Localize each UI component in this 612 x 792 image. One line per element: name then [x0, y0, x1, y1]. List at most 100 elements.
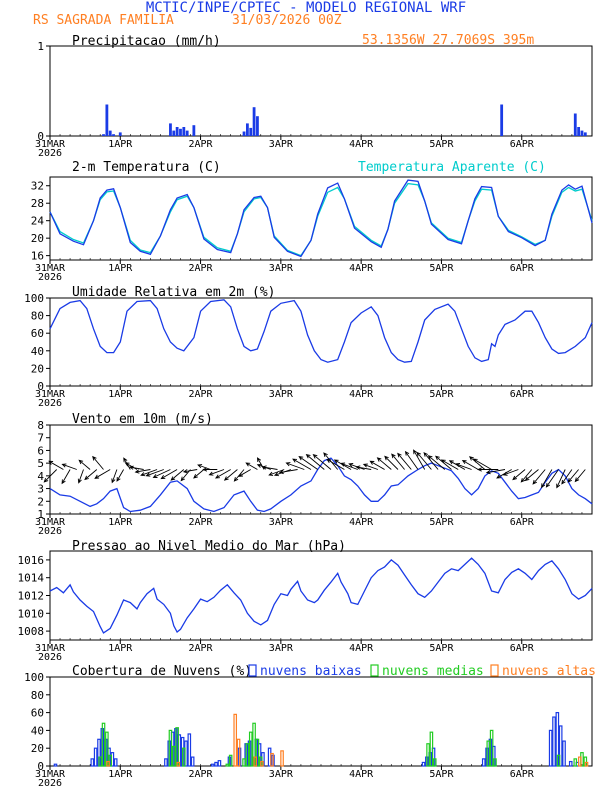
- y-tick-label: 7: [37, 432, 44, 445]
- wind-arrow: [502, 469, 519, 476]
- wind-arrow: [77, 469, 84, 484]
- cloud-bar-green: [182, 747, 186, 767]
- wind-arrow: [238, 469, 251, 477]
- cloud-bar-green: [98, 756, 102, 767]
- wind-arrow: [202, 467, 218, 472]
- header-run: 31/03/2026 00Z: [232, 13, 342, 28]
- x-tick-label: 3APR: [269, 517, 294, 528]
- x-tick-label: 5APR: [429, 517, 454, 528]
- wind-arrow: [182, 469, 198, 474]
- wind-arrow: [160, 469, 178, 480]
- y-tick-label: 100: [24, 292, 44, 305]
- x-tick-label: 3APR: [269, 263, 294, 274]
- y-tick-label: 8: [37, 419, 44, 432]
- x-tick-label: 31MAR: [35, 643, 66, 654]
- panel-mslp: Pressao ao Nivel Medio do Mar (hPa) 1008 1…: [18, 539, 593, 663]
- wind-arrow: [413, 449, 426, 470]
- precip-bar: [192, 125, 196, 136]
- cloud-bar-green: [242, 758, 246, 767]
- x-tick-year: 2026: [38, 652, 62, 663]
- y-tick-label: 20: [31, 362, 44, 375]
- wind-arrow: [140, 469, 158, 477]
- precip-bar: [245, 123, 249, 136]
- x-tick-label: 4APR: [349, 517, 374, 528]
- cloud-bar-orange: [280, 750, 284, 767]
- precip-bar: [583, 132, 587, 136]
- x-tick-label: 6APR: [510, 389, 535, 400]
- wind-arrow: [84, 469, 98, 481]
- cloud-bar-blue: [187, 733, 192, 767]
- x-tick-label: 2APR: [189, 389, 214, 400]
- x-tick-label: 1APR: [108, 263, 133, 274]
- x-tick-label: 1APR: [108, 517, 133, 528]
- wind-arrow: [128, 465, 144, 470]
- precip-bar: [182, 127, 186, 136]
- cloud-bar-orange: [236, 738, 241, 767]
- wind-arrow: [292, 458, 312, 470]
- series-line-temp: [49, 182, 593, 257]
- precip-bar: [112, 134, 115, 136]
- wind-arrow: [524, 469, 539, 482]
- cloud-bar-blue: [53, 763, 58, 767]
- y-tick-label: 1: [37, 40, 44, 53]
- panel-frame: [49, 297, 593, 387]
- wind-arrow: [574, 469, 586, 483]
- wind-arrow: [512, 469, 526, 481]
- wind-arrow: [556, 469, 566, 489]
- wind-arrow: [369, 460, 385, 470]
- x-tick-label: 6APR: [510, 769, 535, 780]
- x-tick-year: 2026: [38, 148, 62, 159]
- x-tick-label: 1APR: [108, 389, 133, 400]
- y-tick-label: 4: [37, 470, 44, 483]
- y-tick-label: 0: [37, 380, 44, 393]
- cloud-bar-blue: [190, 756, 195, 767]
- x-tick-label: 31MAR: [35, 769, 66, 780]
- wind-arrow: [134, 469, 151, 474]
- x-tick-label: 1APR: [108, 769, 133, 780]
- wind-arrow: [427, 455, 446, 470]
- cloud-bar-green: [255, 738, 260, 767]
- wind-arrow: [440, 459, 459, 470]
- cloud-bar-green: [248, 731, 253, 767]
- cloud-bar-green: [556, 754, 561, 767]
- panel-title: 2-m Temperatura (C): [72, 160, 221, 175]
- wind-arrow: [532, 469, 546, 485]
- x-tick-label: 6APR: [510, 643, 535, 654]
- cloud-bar-blue: [214, 761, 218, 767]
- panel-title: Precipitacao (mm/h): [72, 34, 221, 49]
- y-tick-label: 5: [37, 457, 44, 470]
- precip-bar: [256, 116, 259, 136]
- x-tick-label: 3APR: [269, 389, 294, 400]
- precip-bar: [175, 127, 179, 136]
- y-tick-label: 3: [37, 483, 44, 496]
- cloud-bar-orange: [176, 761, 181, 767]
- wind-arrow: [397, 452, 412, 470]
- wind-arrow: [391, 453, 405, 470]
- wind-arrow: [472, 458, 492, 470]
- x-tick-label: 31MAR: [35, 517, 66, 528]
- x-tick-label: 1APR: [108, 139, 133, 150]
- cloud-bar-orange: [106, 760, 110, 767]
- precip-bar: [102, 134, 105, 136]
- wind-arrow: [477, 467, 499, 472]
- x-tick-label: 31MAR: [35, 263, 66, 274]
- cloud-bar-blue: [93, 747, 98, 767]
- cloud-bar-blue: [113, 758, 118, 767]
- wind-arrow: [256, 457, 265, 470]
- x-tick-label: 6APR: [510, 139, 535, 150]
- y-tick-label: 20: [31, 232, 44, 245]
- cloud-bar-blue: [210, 763, 215, 767]
- x-tick-year: 2026: [38, 272, 62, 283]
- panel-frame: [49, 676, 593, 767]
- wind-arrow: [193, 469, 205, 479]
- wind-arrow: [43, 469, 58, 483]
- y-tick-label: 32: [31, 180, 44, 193]
- legend-label: nuvens baixas: [260, 664, 362, 679]
- legend-swatch: [248, 664, 257, 677]
- x-tick-label: 4APR: [349, 263, 374, 274]
- wind-arrow: [245, 462, 258, 470]
- y-tick-label: 0: [37, 760, 44, 773]
- cloud-bar-green: [573, 758, 578, 767]
- y-tick-label: 1016: [18, 554, 45, 567]
